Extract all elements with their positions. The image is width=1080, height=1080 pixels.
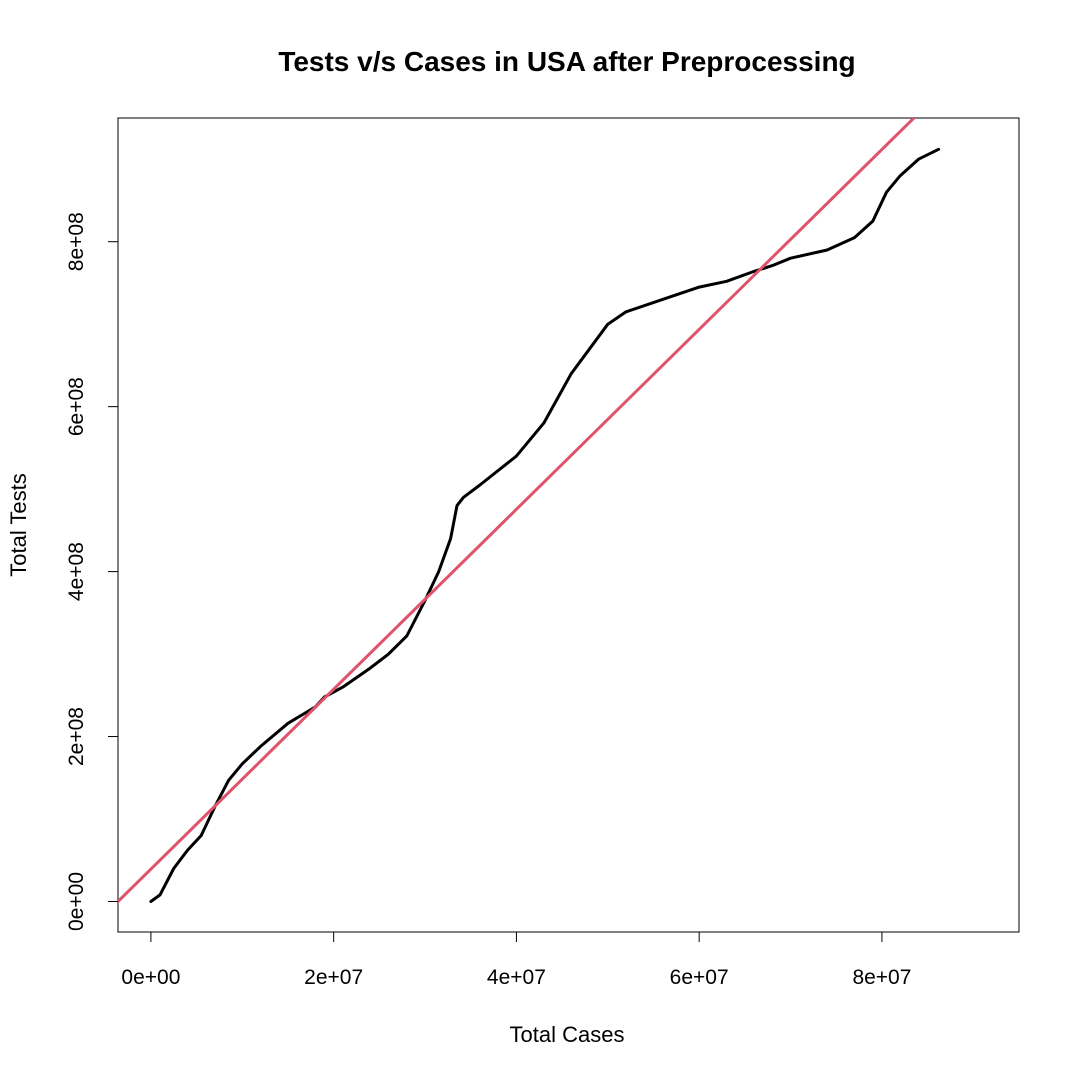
x-tick-label: 8e+07 <box>852 966 911 989</box>
plot-frame <box>117 117 1020 933</box>
x-tick-label: 2e+07 <box>304 966 363 989</box>
y-tick-label: 4e+08 <box>65 542 88 601</box>
chart-title: Tests v/s Cases in USA after Preprocessi… <box>278 46 855 77</box>
x-axis-title: Total Cases <box>510 1022 625 1047</box>
x-axis: 0e+00 2e+07 4e+07 6e+07 8e+07 <box>121 931 911 989</box>
x-tick-label: 0e+00 <box>121 966 180 989</box>
plot-area <box>118 118 941 903</box>
y-tick-label: 0e+00 <box>65 872 88 931</box>
x-tick-label: 4e+07 <box>487 966 546 989</box>
fit-line <box>118 118 916 903</box>
y-tick-label: 8e+08 <box>65 212 88 271</box>
series-line <box>149 147 941 903</box>
y-axis: 0e+00 2e+08 4e+08 6e+08 8e+08 <box>65 212 119 931</box>
y-axis-title: Total Tests <box>6 473 31 577</box>
y-tick-label: 2e+08 <box>65 707 88 766</box>
y-tick-label: 6e+08 <box>65 377 88 436</box>
x-tick-label: 6e+07 <box>670 966 729 989</box>
